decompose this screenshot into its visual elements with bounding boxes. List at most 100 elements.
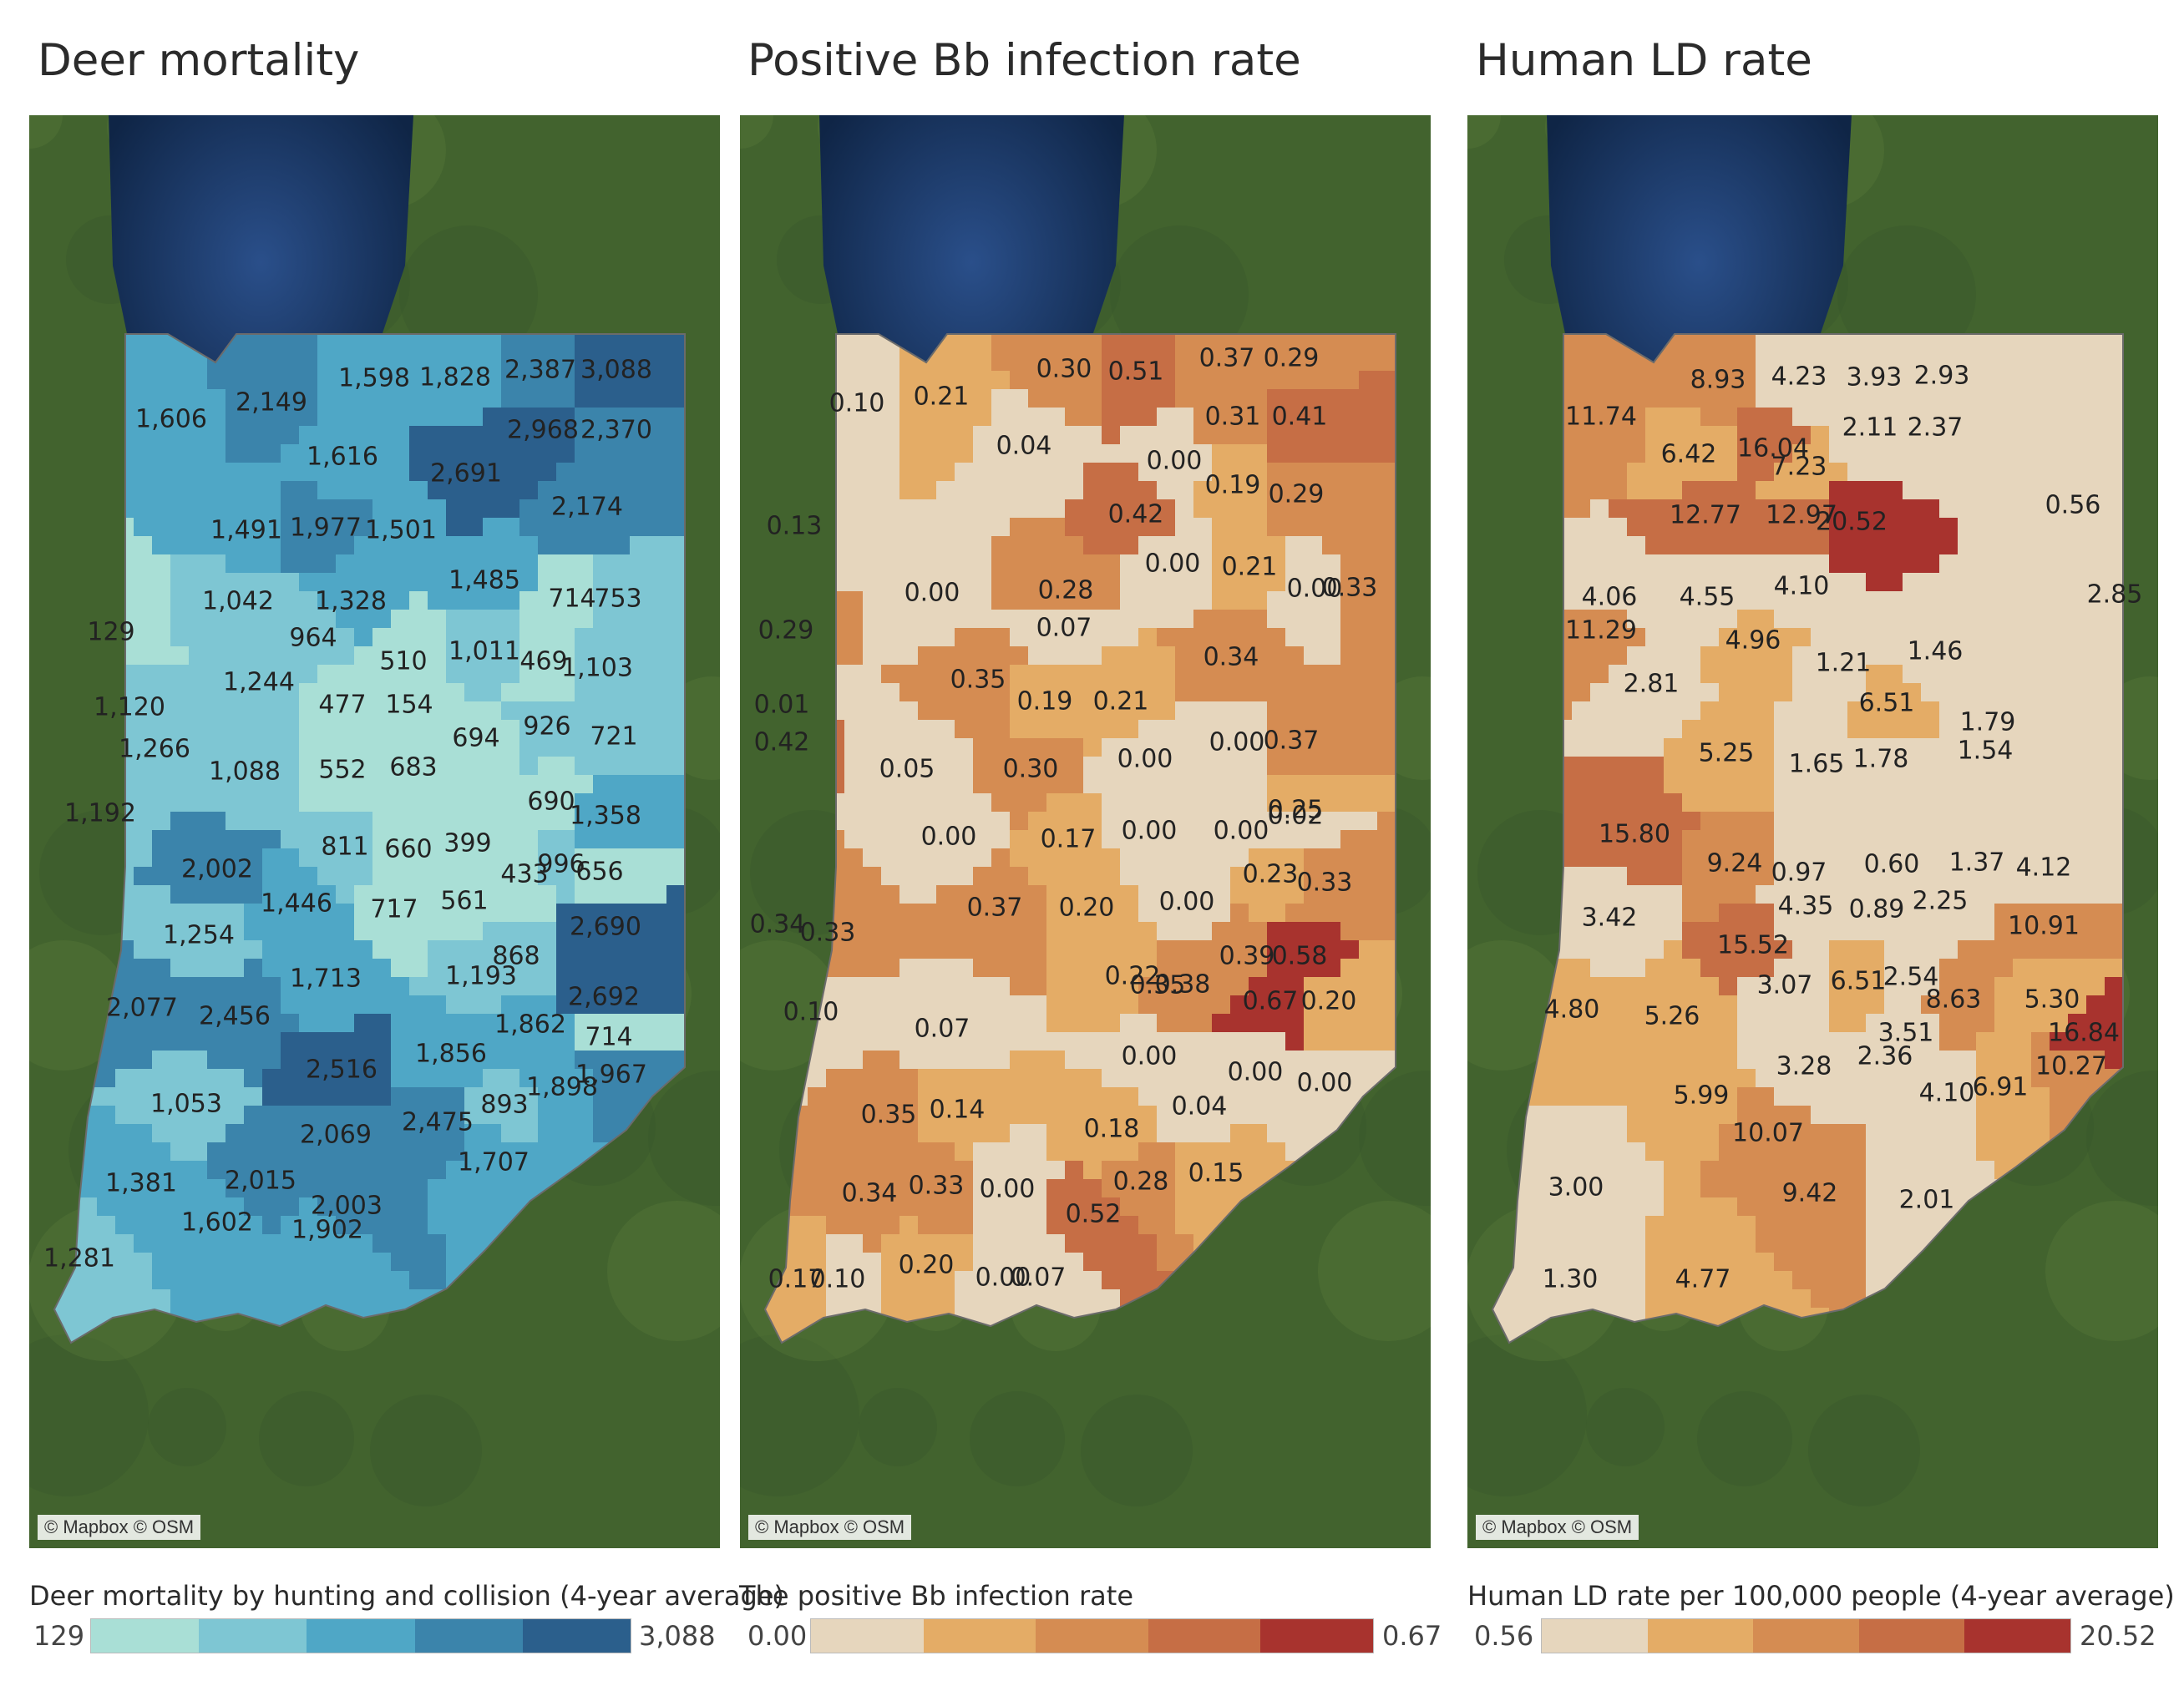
- county-value-label: 0.52: [1066, 1200, 1122, 1229]
- county-value-label: 0.13: [767, 512, 823, 541]
- county-value-label: 510: [379, 647, 427, 676]
- county-value-label: 0.00: [1122, 817, 1178, 846]
- county-value-label: 714: [585, 1023, 632, 1052]
- county-value-label: 1,244: [223, 668, 295, 697]
- county-value-label: 1,328: [315, 587, 387, 616]
- state-border: [1491, 333, 2124, 1344]
- county-value-label: 1.54: [1958, 737, 2014, 766]
- county-value-label: 0.33: [1297, 868, 1353, 898]
- county-value-label: 753: [594, 585, 641, 614]
- county-value-label: 660: [384, 835, 432, 864]
- county-value-label: 5.26: [1644, 1002, 1700, 1031]
- county-value-label: 0.07: [915, 1015, 970, 1044]
- county-value-label: 0.18: [1084, 1115, 1140, 1144]
- county-value-label: 2,003: [311, 1192, 383, 1221]
- county-value-label: 1,053: [150, 1090, 222, 1119]
- legend-swatch: [1647, 1619, 1754, 1653]
- county-value-label: 0.29: [758, 616, 814, 646]
- county-value-label: 1.79: [1960, 708, 2016, 737]
- county-value-label: 2.54: [1883, 963, 1939, 992]
- map-canvas[interactable]: 1,606 2,149 1,598 1,828 2,387 3,088 1,616 2,968…: [29, 115, 720, 1548]
- county-value-label: 4.55: [1680, 583, 1736, 612]
- legend-swatch: [1753, 1619, 1859, 1653]
- county-value-label: 4.12: [2016, 853, 2072, 883]
- county-value-label: 0.29: [1269, 480, 1325, 509]
- county-value-label: 1,088: [209, 757, 281, 787]
- county-value-label: 1,042: [202, 587, 274, 616]
- county-value-label: 433: [500, 860, 548, 889]
- county-value-label: 656: [575, 858, 623, 887]
- county-value-label: 15.52: [1717, 931, 1789, 960]
- county-value-label: 11.29: [1565, 616, 1637, 646]
- county-value-label: 893: [480, 1091, 528, 1120]
- county-value-label: 1.21: [1816, 649, 1872, 678]
- county-value-label: 0.35: [861, 1101, 917, 1130]
- county-value-label: 714: [548, 585, 595, 614]
- county-value-label: 0.56: [2045, 491, 2101, 520]
- county-value-label: 0.00: [1209, 728, 1265, 757]
- county-value-label: 1,358: [570, 802, 641, 831]
- panel-title-deer-mortality: Deer mortality: [38, 35, 360, 86]
- legend-min-deer-mortality: 129: [33, 1620, 85, 1652]
- county-value-label: 0.00: [1297, 1069, 1353, 1098]
- county-value-label: 0.34: [1203, 643, 1259, 672]
- county-value-label: 129: [87, 618, 134, 647]
- legend-max-bb-infection: 0.67: [1382, 1620, 1442, 1652]
- county-value-label: 4.35: [1778, 892, 1834, 921]
- legend-swatch: [923, 1619, 1036, 1653]
- county-value-label: 1,862: [494, 1010, 566, 1040]
- county-value-label: 926: [523, 712, 570, 742]
- county-value-label: 1,977: [290, 514, 362, 543]
- county-value-label: 10.27: [2035, 1052, 2107, 1081]
- county-value-label: 2,516: [306, 1056, 378, 1085]
- map-deer-mortality[interactable]: 1,606 2,149 1,598 1,828 2,387 3,088 1,616 2,968…: [29, 115, 720, 1548]
- county-value-label: 2,456: [199, 1002, 271, 1031]
- county-value-label: 0.00: [1228, 1058, 1284, 1087]
- map-human-ld[interactable]: 8.93 4.23 3.93 2.93 11.74 2.11 2.37 6.42 16.04 7.…: [1467, 115, 2158, 1548]
- county-value-label: 12.77: [1670, 501, 1741, 530]
- county-value-label: 3.00: [1548, 1173, 1604, 1202]
- county-value-label: 1.46: [1908, 637, 1964, 666]
- county-value-label: 4.06: [1582, 583, 1638, 612]
- county-value-label: 868: [492, 942, 540, 971]
- county-value-label: 0.14: [930, 1096, 986, 1125]
- county-value-label: 8.93: [1690, 366, 1746, 395]
- county-value-label: 9.42: [1782, 1179, 1838, 1208]
- county-value-label: 2,002: [181, 855, 253, 884]
- county-value-label: 10.07: [1732, 1119, 1804, 1148]
- county-value-label: 0.37: [1264, 727, 1320, 756]
- county-value-label: 1.78: [1853, 745, 1909, 774]
- county-value-label: 1,501: [365, 516, 437, 545]
- legend-max-deer-mortality: 3,088: [639, 1620, 716, 1652]
- county-value-label: 1,898: [526, 1073, 598, 1102]
- county-value-label: 0.33: [800, 919, 856, 948]
- county-value-label: 1,713: [290, 964, 362, 994]
- county-value-label: 717: [370, 895, 418, 924]
- county-value-label: 1,856: [415, 1040, 487, 1069]
- map-canvas[interactable]: 0.10 0.210.30 0.51 0.37 0.290.31 0.410.040.00…: [740, 115, 1431, 1548]
- county-value-label: 964: [289, 624, 337, 653]
- county-value-label: 1,193: [445, 962, 517, 991]
- county-value-label: 8.63: [1926, 985, 1982, 1015]
- county-value-label: 0.01: [754, 691, 810, 720]
- county-value-label: 1,828: [419, 363, 491, 392]
- map-canvas[interactable]: 8.93 4.23 3.93 2.93 11.74 2.11 2.37 6.42 16.047.…: [1467, 115, 2158, 1548]
- county-value-label: 0.33: [909, 1172, 965, 1201]
- county-value-label: 1,602: [181, 1208, 253, 1238]
- county-value-label: 2,370: [580, 416, 652, 445]
- county-value-label: 0.10: [783, 998, 839, 1027]
- county-value-label: 0.34: [842, 1179, 898, 1208]
- county-value-label: 0.41: [1272, 402, 1328, 432]
- legend-swatch: [811, 1619, 924, 1653]
- county-value-label: 0.39: [1219, 942, 1275, 971]
- county-value-label: 0.28: [1038, 576, 1094, 605]
- county-value-label: 0.38: [1155, 970, 1211, 1000]
- county-value-label: 811: [321, 833, 368, 862]
- county-value-label: 1,616: [307, 443, 378, 472]
- legend-swatch: [307, 1619, 415, 1653]
- county-value-label: 1,707: [458, 1148, 530, 1177]
- map-bb-infection[interactable]: 0.10 0.21 0.30 0.51 0.37 0.29 0.31 0.41 0.04 0.00…: [740, 115, 1431, 1548]
- county-value-label: 2.11: [1842, 413, 1898, 443]
- map-attribution: © Mapbox © OSM: [748, 1515, 912, 1540]
- county-value-label: 469: [519, 647, 567, 676]
